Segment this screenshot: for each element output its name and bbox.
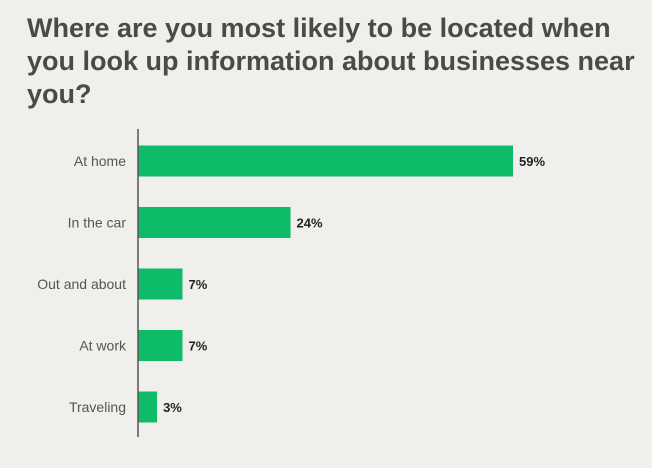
- category-label-out-and-about: Out and about: [37, 276, 126, 292]
- value-label-at-home: 59%: [519, 154, 545, 169]
- category-label-traveling: Traveling: [69, 399, 126, 415]
- bars-group: At home 59% In the car 24% Out and about 7% At…: [37, 145, 545, 423]
- bar-traveling: [138, 391, 158, 423]
- category-label-at-work: At work: [79, 338, 127, 354]
- bar-out-and-about: [138, 268, 183, 300]
- value-label-at-work: 7%: [188, 339, 207, 354]
- bar-at-home: [138, 145, 513, 177]
- bar-at-work: [138, 330, 183, 361]
- value-label-in-the-car: 24%: [297, 216, 323, 231]
- chart-title: Where are you most likely to be located …: [27, 13, 635, 109]
- bar-in-the-car: [138, 207, 291, 238]
- category-label-at-home: At home: [74, 153, 126, 169]
- category-label-in-the-car: In the car: [68, 215, 127, 231]
- value-label-traveling: 3%: [163, 400, 182, 415]
- value-label-out-and-about: 7%: [188, 277, 207, 292]
